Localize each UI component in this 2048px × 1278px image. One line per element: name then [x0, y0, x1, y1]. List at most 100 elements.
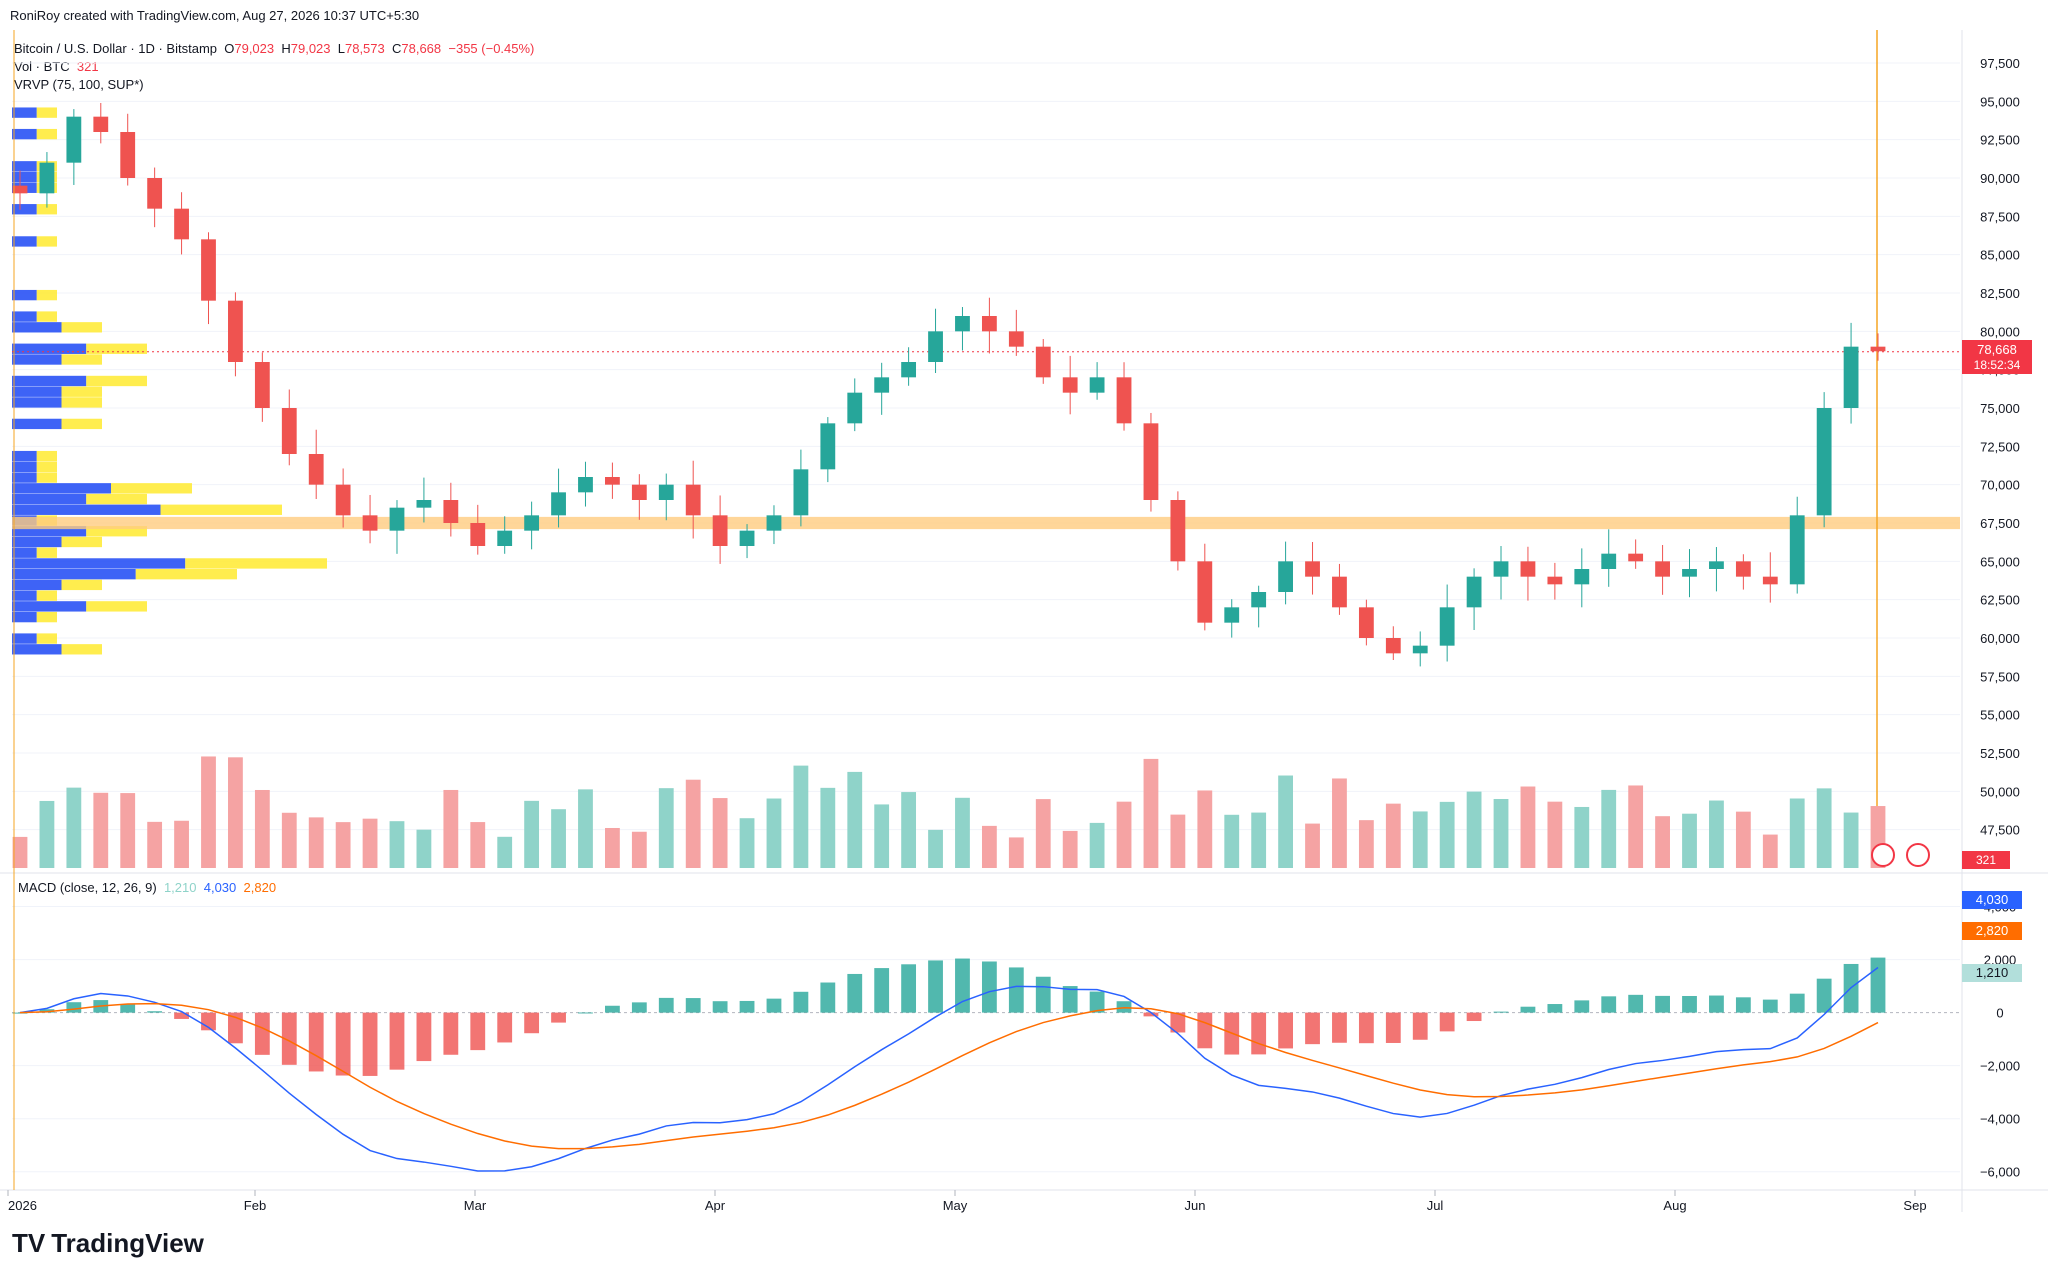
volume-bar [1574, 806, 1590, 868]
vp-bar-down [36, 590, 57, 601]
vp-bar-down [36, 461, 57, 473]
candle-body [1655, 561, 1670, 577]
vp-bar-up [12, 386, 62, 397]
volume-bar [1008, 837, 1024, 868]
candle-body [228, 300, 243, 362]
signal-line [19, 1002, 1879, 1150]
vp-bar-down [111, 483, 192, 494]
price-tick-label: 92,500 [1980, 133, 2020, 148]
macd-hist-bar [66, 1002, 82, 1013]
candle-body [1547, 576, 1563, 585]
price-tick-label: 67,500 [1980, 516, 2020, 531]
vp-bar-down [36, 107, 57, 118]
price-tick-label: 60,000 [1980, 631, 2020, 646]
volume-bar [147, 821, 163, 868]
price-tick-label: 70,000 [1980, 478, 2020, 493]
vp-bar-down [86, 343, 147, 354]
candle-body [1789, 515, 1805, 585]
volume-bar [847, 771, 863, 868]
volume-bar [93, 792, 109, 868]
volume-bar [1762, 834, 1778, 868]
tradingview-logo-icon: TV [12, 1228, 46, 1258]
macd-hist-bar [712, 1001, 728, 1013]
candle-body [1628, 553, 1644, 562]
vp-bar-down [36, 633, 57, 644]
volume-profile [12, 107, 327, 655]
tradingview-brand[interactable]: TV TradingView [12, 1228, 204, 1259]
price-axis[interactable]: 97,500 95,000 92,500 90,000 87,500 85,000 82,5… [1980, 56, 2020, 838]
candle-body [1170, 500, 1186, 562]
macd-hist-bar [362, 1012, 378, 1076]
vp-bar-up [12, 128, 37, 140]
macd-hist-bar [1466, 1012, 1482, 1022]
candle-body [766, 515, 782, 531]
event-icons[interactable] [1871, 843, 1930, 867]
candle-body [605, 477, 620, 485]
volume-bar [335, 822, 351, 868]
volume-bar [1816, 788, 1832, 868]
volume-bar [389, 821, 405, 868]
close-label: C [391, 41, 402, 56]
volume-bar [1385, 803, 1401, 868]
volume-bar [1439, 801, 1455, 868]
symbol-name[interactable]: Bitcoin / U.S. Dollar · 1D · Bitstamp [14, 41, 217, 56]
candle-body [281, 408, 297, 454]
candle-body [120, 132, 136, 178]
macd-hist-bar [1870, 957, 1886, 1013]
price-tick-label: 90,000 [1980, 171, 2020, 186]
macd-hist-bar [1520, 1006, 1536, 1013]
candle-body [201, 239, 216, 301]
macd-hist-bar [308, 1012, 324, 1072]
us-flag-icon[interactable] [1871, 843, 1895, 867]
candle-body [39, 162, 55, 194]
volume-bar [1305, 823, 1320, 868]
volume-bar [1170, 814, 1186, 868]
low-value: 78,573 [344, 41, 385, 56]
volume-bar [1412, 811, 1428, 868]
candle-body [1816, 408, 1832, 516]
vp-bar-down [36, 289, 57, 301]
macd-hist-bar [120, 1004, 136, 1013]
macd-hist-bar [1197, 1012, 1213, 1049]
vrvp-label[interactable]: VRVP (75, 100, SUP*) [14, 77, 144, 92]
macd-label[interactable]: MACD (close, 12, 26, 9) [18, 880, 157, 895]
vp-bar-down [61, 579, 102, 591]
macd-signal-value: 2,820 [243, 880, 277, 895]
candle-body [928, 331, 943, 362]
price-tick-label: 95,000 [1980, 94, 2020, 109]
vp-bar-up [12, 536, 62, 548]
vp-bar-up [12, 354, 62, 365]
vp-bar-up [12, 611, 37, 623]
macd-line [19, 966, 1879, 1172]
macd-hist-bar [281, 1012, 297, 1065]
candle-body [955, 316, 970, 332]
price-tick-label: 65,000 [1980, 554, 2020, 569]
vp-bar-up [12, 161, 37, 172]
candle-body [874, 377, 890, 393]
macd-hist-bar [1143, 1012, 1159, 1017]
volume-bar [1278, 775, 1293, 868]
candle-body [1735, 561, 1751, 577]
macd-hist-bar [1439, 1012, 1455, 1032]
macd-hist-bar [1601, 996, 1617, 1013]
macd-tick-label: −2,000 [1980, 1059, 2020, 1074]
candle-body [12, 185, 28, 194]
volume-bar [281, 812, 297, 868]
volume-bar [928, 829, 943, 868]
time-axis[interactable]: 2026 Feb Mar Apr May Jun Jul Aug Sep [7, 1190, 1927, 1213]
vp-bar-down [36, 236, 57, 247]
macd-hist-bar [1251, 1012, 1267, 1055]
candle-body [174, 208, 189, 240]
volume-bar [1143, 758, 1159, 868]
pane-divider[interactable] [0, 30, 2048, 1212]
volume-bar [120, 793, 136, 868]
volume-bar [1332, 778, 1347, 868]
us-flag-icon[interactable] [1906, 843, 1930, 867]
candle-body [1251, 592, 1267, 608]
volume-badge: 321 [1976, 853, 1996, 867]
volume-bar [201, 756, 216, 868]
macd-hist-bar [1305, 1012, 1320, 1045]
price-tick-label: 57,500 [1980, 669, 2020, 684]
